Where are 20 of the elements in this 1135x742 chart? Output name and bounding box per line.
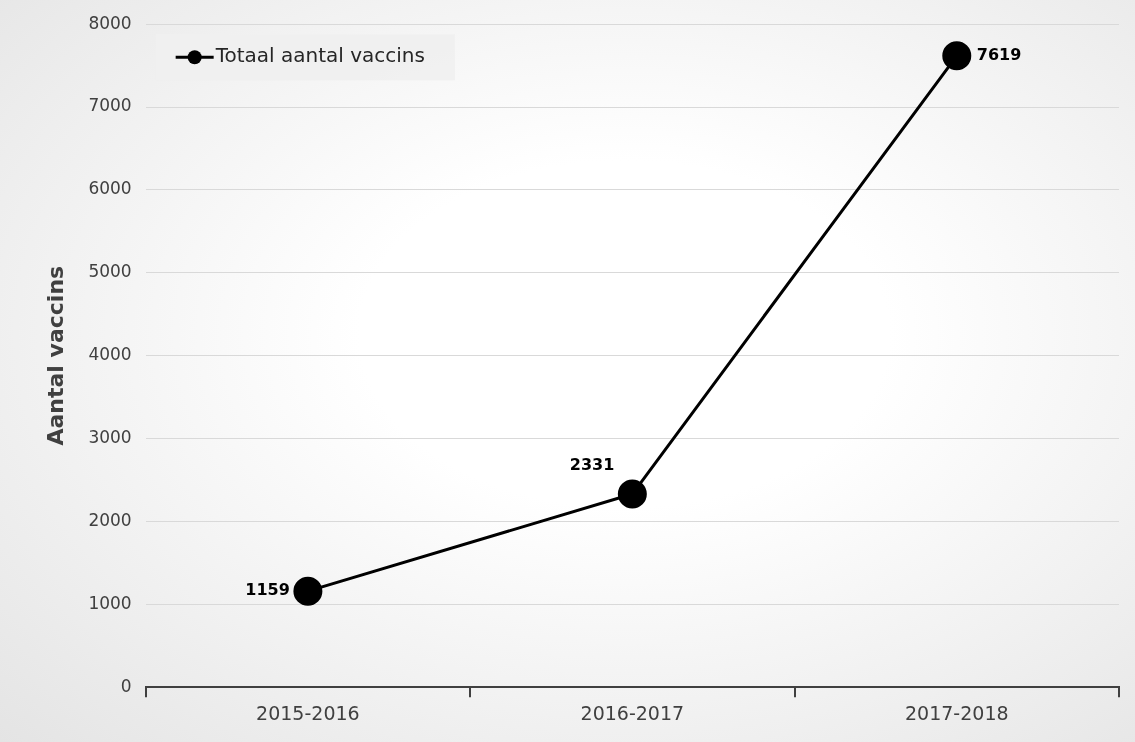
x-tick-label: 2017-2018 [904, 701, 1009, 724]
y-tick-label: 7000 [88, 95, 132, 116]
x-tick-label: 2015-2016 [256, 701, 360, 724]
y-tick-label: 5000 [88, 261, 132, 282]
y-tick-label: 1000 [88, 592, 132, 613]
y-tick-label: 4000 [88, 344, 132, 365]
x-tick-label: 2016-2017 [580, 701, 685, 724]
y-tick-label: 0 [120, 675, 132, 696]
legend-label: Totaal aantal vaccins [214, 43, 425, 68]
y-tick-label: 8000 [88, 12, 132, 33]
y-tick-label: 3000 [88, 427, 132, 447]
point [293, 576, 323, 606]
y-tick-label: 6000 [88, 178, 132, 199]
data-label: 2331 [569, 455, 615, 475]
data-label: 1159 [245, 580, 290, 600]
y-axis-title: Aantal vaccins [42, 265, 68, 446]
point [942, 41, 972, 71]
y-tick-label: 2000 [88, 509, 132, 530]
data-label: 7619 [976, 44, 1022, 64]
point [617, 479, 647, 509]
